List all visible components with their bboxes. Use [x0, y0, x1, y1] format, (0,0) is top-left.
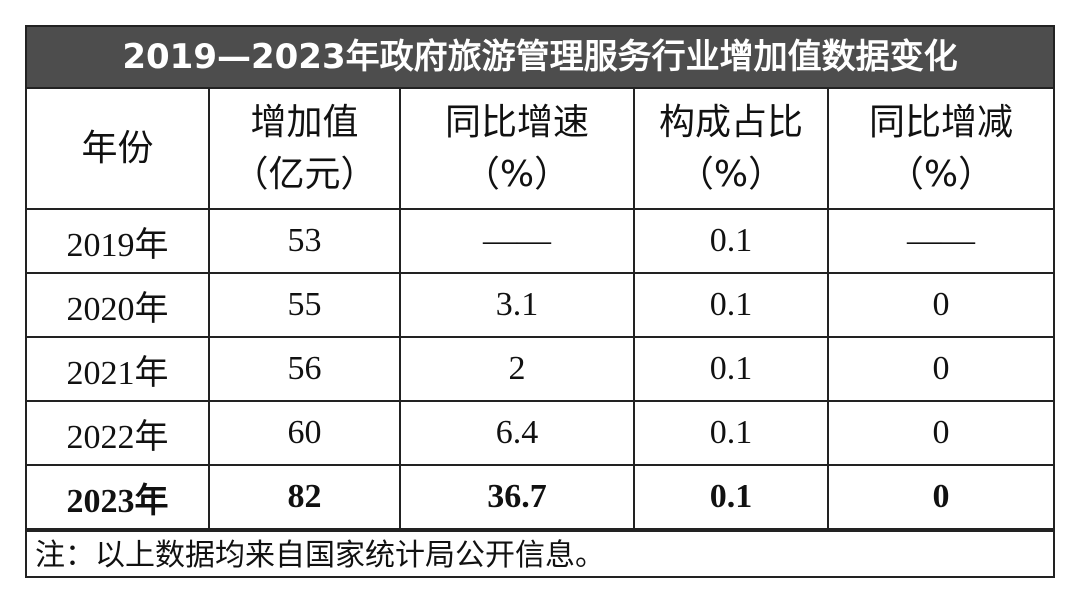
data-table: 年份 增加值 （亿元） 同比增速 （%） 构成占比 （%） 同比增减 （%） 2019年 53 ——…: [27, 89, 1053, 530]
note: 注：以上数据均来自国家统计局公开信息。: [27, 530, 1053, 580]
column-header: 年份: [27, 89, 210, 210]
table-cell: 82: [208, 464, 401, 530]
table-cell: 0: [827, 464, 1053, 530]
table-cell: 2019年: [27, 209, 210, 274]
table-body: 2019年 53 —— 0.1 —— 2020年 55 3.1 0.1 0 2021年 56 2 0.1 0…: [27, 209, 1053, 530]
table-title: 2019—2023年政府旅游管理服务行业增加值数据变化: [27, 27, 1053, 89]
table-row: 2019年 53 —— 0.1 ——: [27, 209, 1053, 274]
column-header: 增加值 （亿元）: [208, 89, 401, 210]
table-cell: 3.1: [399, 272, 635, 338]
column-unit: （%）: [887, 153, 995, 195]
table-row: 2021年 56 2 0.1 0: [27, 336, 1053, 402]
column-name: 构成占比: [658, 101, 803, 143]
table-cell: 0.1: [633, 272, 829, 338]
table-frame: 2019—2023年政府旅游管理服务行业增加值数据变化 年份 增加值 （亿元） 同比增…: [25, 25, 1055, 578]
table-cell: 2022年: [27, 400, 210, 466]
table-cell: 53: [208, 209, 401, 274]
table-cell: 0: [827, 272, 1053, 338]
table-cell: 0: [827, 400, 1053, 466]
column-unit: （%）: [677, 153, 785, 195]
table-cell: 2023年: [27, 464, 210, 530]
table-row: 2020年 55 3.1 0.1 0: [27, 272, 1053, 338]
table-cell: 55: [208, 272, 401, 338]
table-cell: 2020年: [27, 272, 210, 338]
table-cell: 0.1: [633, 209, 829, 274]
table-cell: 36.7: [399, 464, 635, 530]
column-header: 同比增速 （%）: [399, 89, 635, 210]
column-header: 构成占比 （%）: [633, 89, 829, 210]
table-cell: 60: [208, 400, 401, 466]
table-row: 2022年 60 6.4 0.1 0: [27, 400, 1053, 466]
column-unit: （亿元）: [232, 153, 377, 195]
column-unit: （%）: [463, 153, 571, 195]
table-row: 2023年 82 36.7 0.1 0: [27, 464, 1053, 530]
table-cell: 0: [827, 336, 1053, 402]
column-header: 同比增减 （%）: [827, 89, 1053, 210]
table-cell: ——: [399, 209, 635, 274]
table-cell: 0.1: [633, 464, 829, 530]
table-cell: 6.4: [399, 400, 635, 466]
table-cell: 0.1: [633, 400, 829, 466]
column-name: 同比增速: [444, 101, 589, 143]
table-cell: 2021年: [27, 336, 210, 402]
table-cell: ——: [827, 209, 1053, 274]
table-cell: 2: [399, 336, 635, 402]
header-row: 年份 增加值 （亿元） 同比增速 （%） 构成占比 （%） 同比增减 （%）: [27, 89, 1053, 210]
table-cell: 0.1: [633, 336, 829, 402]
table-cell: 56: [208, 336, 401, 402]
column-name: 年份: [81, 127, 154, 169]
column-name: 增加值: [250, 101, 359, 143]
column-name: 同比增减: [868, 101, 1013, 143]
